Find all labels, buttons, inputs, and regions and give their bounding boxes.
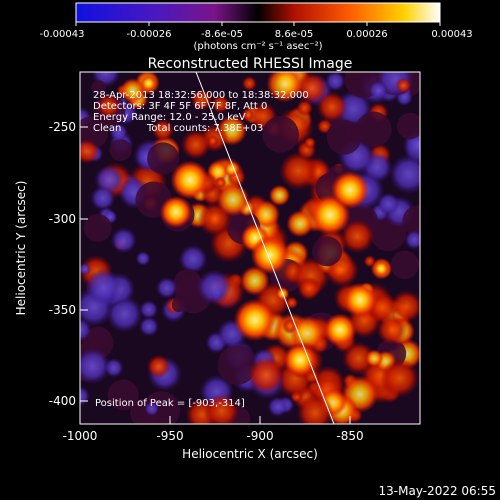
total-counts-label: Total counts: 7.38E+03 [146,123,263,134]
x-tick-label: -950 [156,429,183,443]
x-tick-label: -900 [246,429,273,443]
x-tick-label: -1000 [63,429,98,443]
algorithm-label: Clean [93,123,121,134]
colorbar-tick-label: 8.6e-05 [275,29,313,40]
colorbar-ticks [75,22,441,26]
colorbar-tick-label: -0.00026 [127,29,172,40]
plot-title: Reconstructed RHESSI Image [148,56,353,72]
y-axis-label: Heliocentric Y (arcsec) [14,181,28,316]
colorbar-tick-label: 0.00026 [346,29,387,40]
x-tick-label: -850 [336,429,363,443]
time-range-label: 28-Apr-2013 18:32:56.000 to 18:38:32.000 [93,90,309,101]
x-axis-label: Heliocentric X (arcsec) [182,447,318,461]
peak-position-label: Position of Peak = [-903,-314] [95,398,245,409]
colorbar-tick-label: -0.00043 [40,29,85,40]
colorbar-tick-label: -8.6e-05 [201,29,243,40]
detectors-label: Detectors: 3F 4F 5F 6F 7F 8F, Att 0 [93,101,267,112]
y-tick-label: -400 [49,394,76,408]
energy-range-label: Energy Range: 12.0 - 25.0 keV [93,112,246,123]
solar-limb-line [195,72,335,424]
footer-date: 13-May-2022 06:55 [379,484,496,498]
y-tick-label: -250 [49,120,76,134]
y-tick-label: -350 [49,303,76,317]
colorbar-tick-label: 0.00043 [431,29,472,40]
plot-frame [79,71,421,425]
colorbar-unit-label: (photons cm⁻² s⁻¹ asec⁻²) [193,41,322,52]
solar-image [80,72,420,424]
y-tick-label: -300 [49,212,76,226]
colorbar [75,2,441,23]
axis-ticks [79,126,351,424]
